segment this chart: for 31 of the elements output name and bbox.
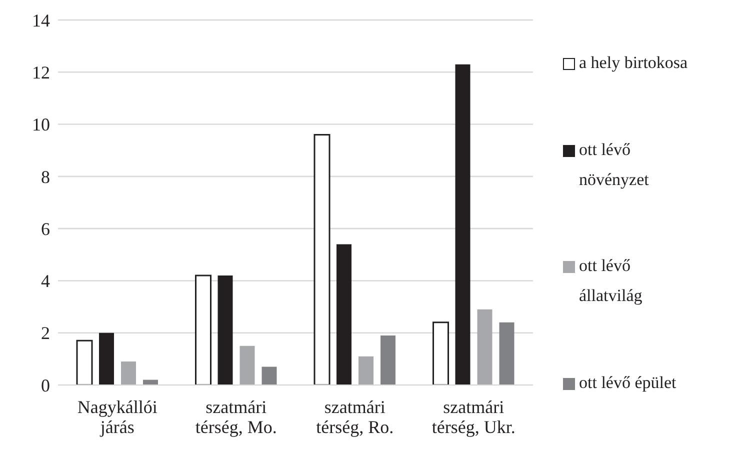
- bar: [121, 362, 136, 385]
- legend-label: a hely birtokosa: [579, 52, 688, 74]
- bar: [314, 134, 330, 385]
- bar: [499, 322, 514, 385]
- bar: [380, 335, 396, 385]
- y-tick-label: 8: [41, 166, 50, 187]
- bar: [240, 346, 255, 385]
- bar: [432, 322, 449, 385]
- y-tick-label: 0: [41, 375, 50, 396]
- y-tick-label: 2: [41, 323, 50, 344]
- y-tick-label: 6: [41, 218, 50, 239]
- bar: [336, 244, 352, 385]
- x-tick-label: szatmári térség, Ukr.: [432, 397, 516, 437]
- bar: [358, 356, 374, 385]
- bar: [195, 274, 212, 385]
- x-tick-label: szatmári térség, Mo.: [195, 397, 277, 437]
- legend-label: ott lévő épület: [579, 372, 676, 394]
- bar: [262, 366, 277, 385]
- legend-label: ott lévő növényzet: [579, 138, 650, 191]
- y-tick-label: 10: [32, 114, 50, 135]
- y-tick-label: 12: [32, 62, 50, 83]
- bar: [99, 332, 114, 385]
- x-tick-label: Nagykállói járás: [77, 397, 158, 437]
- legend-label: ott lévő állatvilág: [579, 255, 644, 308]
- bar: [477, 309, 492, 385]
- y-tick-label: 14: [32, 10, 50, 30]
- bar: [218, 276, 233, 385]
- x-tick-label: szatmári térség, Ro.: [316, 397, 394, 437]
- y-tick-label: 4: [41, 271, 50, 292]
- bar: [76, 340, 93, 385]
- bar: [455, 64, 470, 385]
